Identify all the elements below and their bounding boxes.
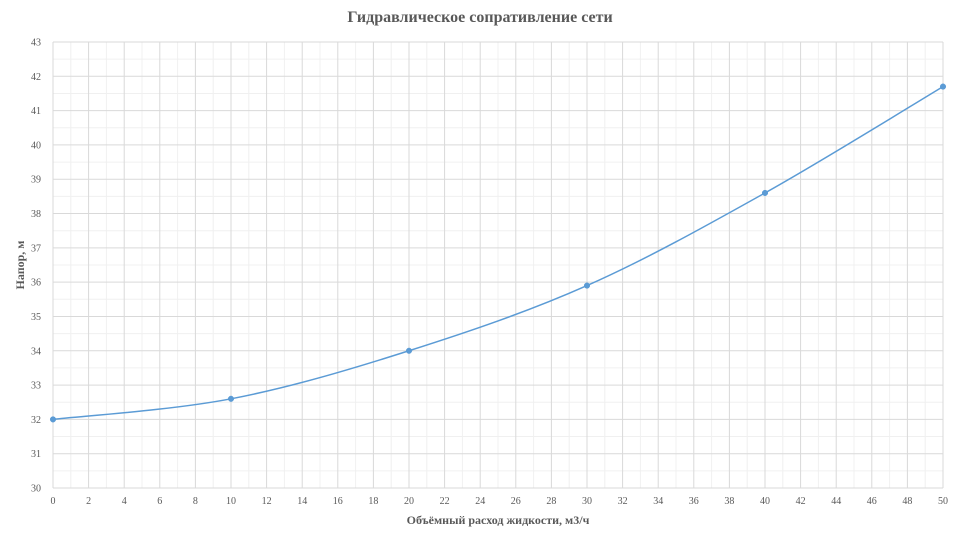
y-tick-labels: 30 31 32 33 34 35 36 37 38 39 40 41 42 43 [31, 38, 41, 495]
series [49, 83, 947, 423]
x-tick-label: 24 [475, 496, 485, 507]
x-tick-label: 28 [546, 496, 556, 507]
x-tick-label: 36 [689, 496, 699, 507]
y-tick-label: 37 [31, 243, 41, 254]
y-tick-label: 31 [31, 449, 41, 460]
x-tick-label: 20 [404, 496, 414, 507]
x-tick-label: 8 [193, 496, 198, 507]
x-tick-label: 18 [368, 496, 378, 507]
y-tick-label: 35 [31, 312, 41, 323]
y-tick-label: 43 [31, 38, 41, 49]
x-tick-label: 0 [51, 496, 56, 507]
x-tick-label: 42 [796, 496, 806, 507]
x-tick-label: 50 [938, 496, 948, 507]
y-tick-label: 32 [31, 415, 41, 426]
y-tick-label: 39 [31, 175, 41, 186]
x-tick-label: 26 [511, 496, 521, 507]
x-tick-label: 4 [122, 496, 127, 507]
y-axis-title: Напор, м [13, 241, 27, 290]
data-point [49, 416, 57, 423]
x-tick-label: 14 [297, 496, 307, 507]
x-tick-labels: 0 2 4 6 8 10 12 14 16 18 20 22 24 26 28 30 32 34 36 38 40 42 4… [51, 496, 949, 507]
x-tick-label: 16 [333, 496, 343, 507]
x-tick-label: 30 [582, 496, 592, 507]
x-tick-label: 48 [902, 496, 912, 507]
chart-title: Гидравлическое сопративление сети [347, 9, 613, 26]
x-axis-title: Объёмный расход жидкости, м3/ч [407, 513, 590, 527]
y-tick-label: 41 [31, 106, 41, 117]
data-point [405, 347, 413, 354]
y-tick-label: 30 [31, 484, 41, 495]
y-tick-label: 34 [31, 346, 41, 357]
data-point [583, 282, 591, 289]
data-point [939, 83, 947, 90]
x-tick-label: 2 [86, 496, 91, 507]
y-tick-label: 42 [31, 72, 41, 83]
data-point [227, 395, 235, 402]
y-tick-label: 38 [31, 209, 41, 220]
series-line [52, 85, 944, 421]
data-point [761, 189, 769, 197]
x-tick-label: 46 [867, 496, 877, 507]
y-tick-label: 33 [31, 381, 41, 392]
x-tick-label: 22 [440, 496, 450, 507]
y-tick-label: 36 [31, 278, 41, 289]
y-tick-label: 40 [31, 140, 41, 151]
grid [52, 41, 944, 489]
x-tick-label: 40 [760, 496, 770, 507]
x-tick-label: 34 [653, 496, 663, 507]
x-tick-label: 10 [226, 496, 236, 507]
x-tick-label: 44 [831, 496, 841, 507]
x-tick-label: 12 [262, 496, 272, 507]
x-tick-label: 6 [157, 496, 162, 507]
x-tick-label: 32 [618, 496, 628, 507]
x-tick-label: 38 [724, 496, 734, 507]
